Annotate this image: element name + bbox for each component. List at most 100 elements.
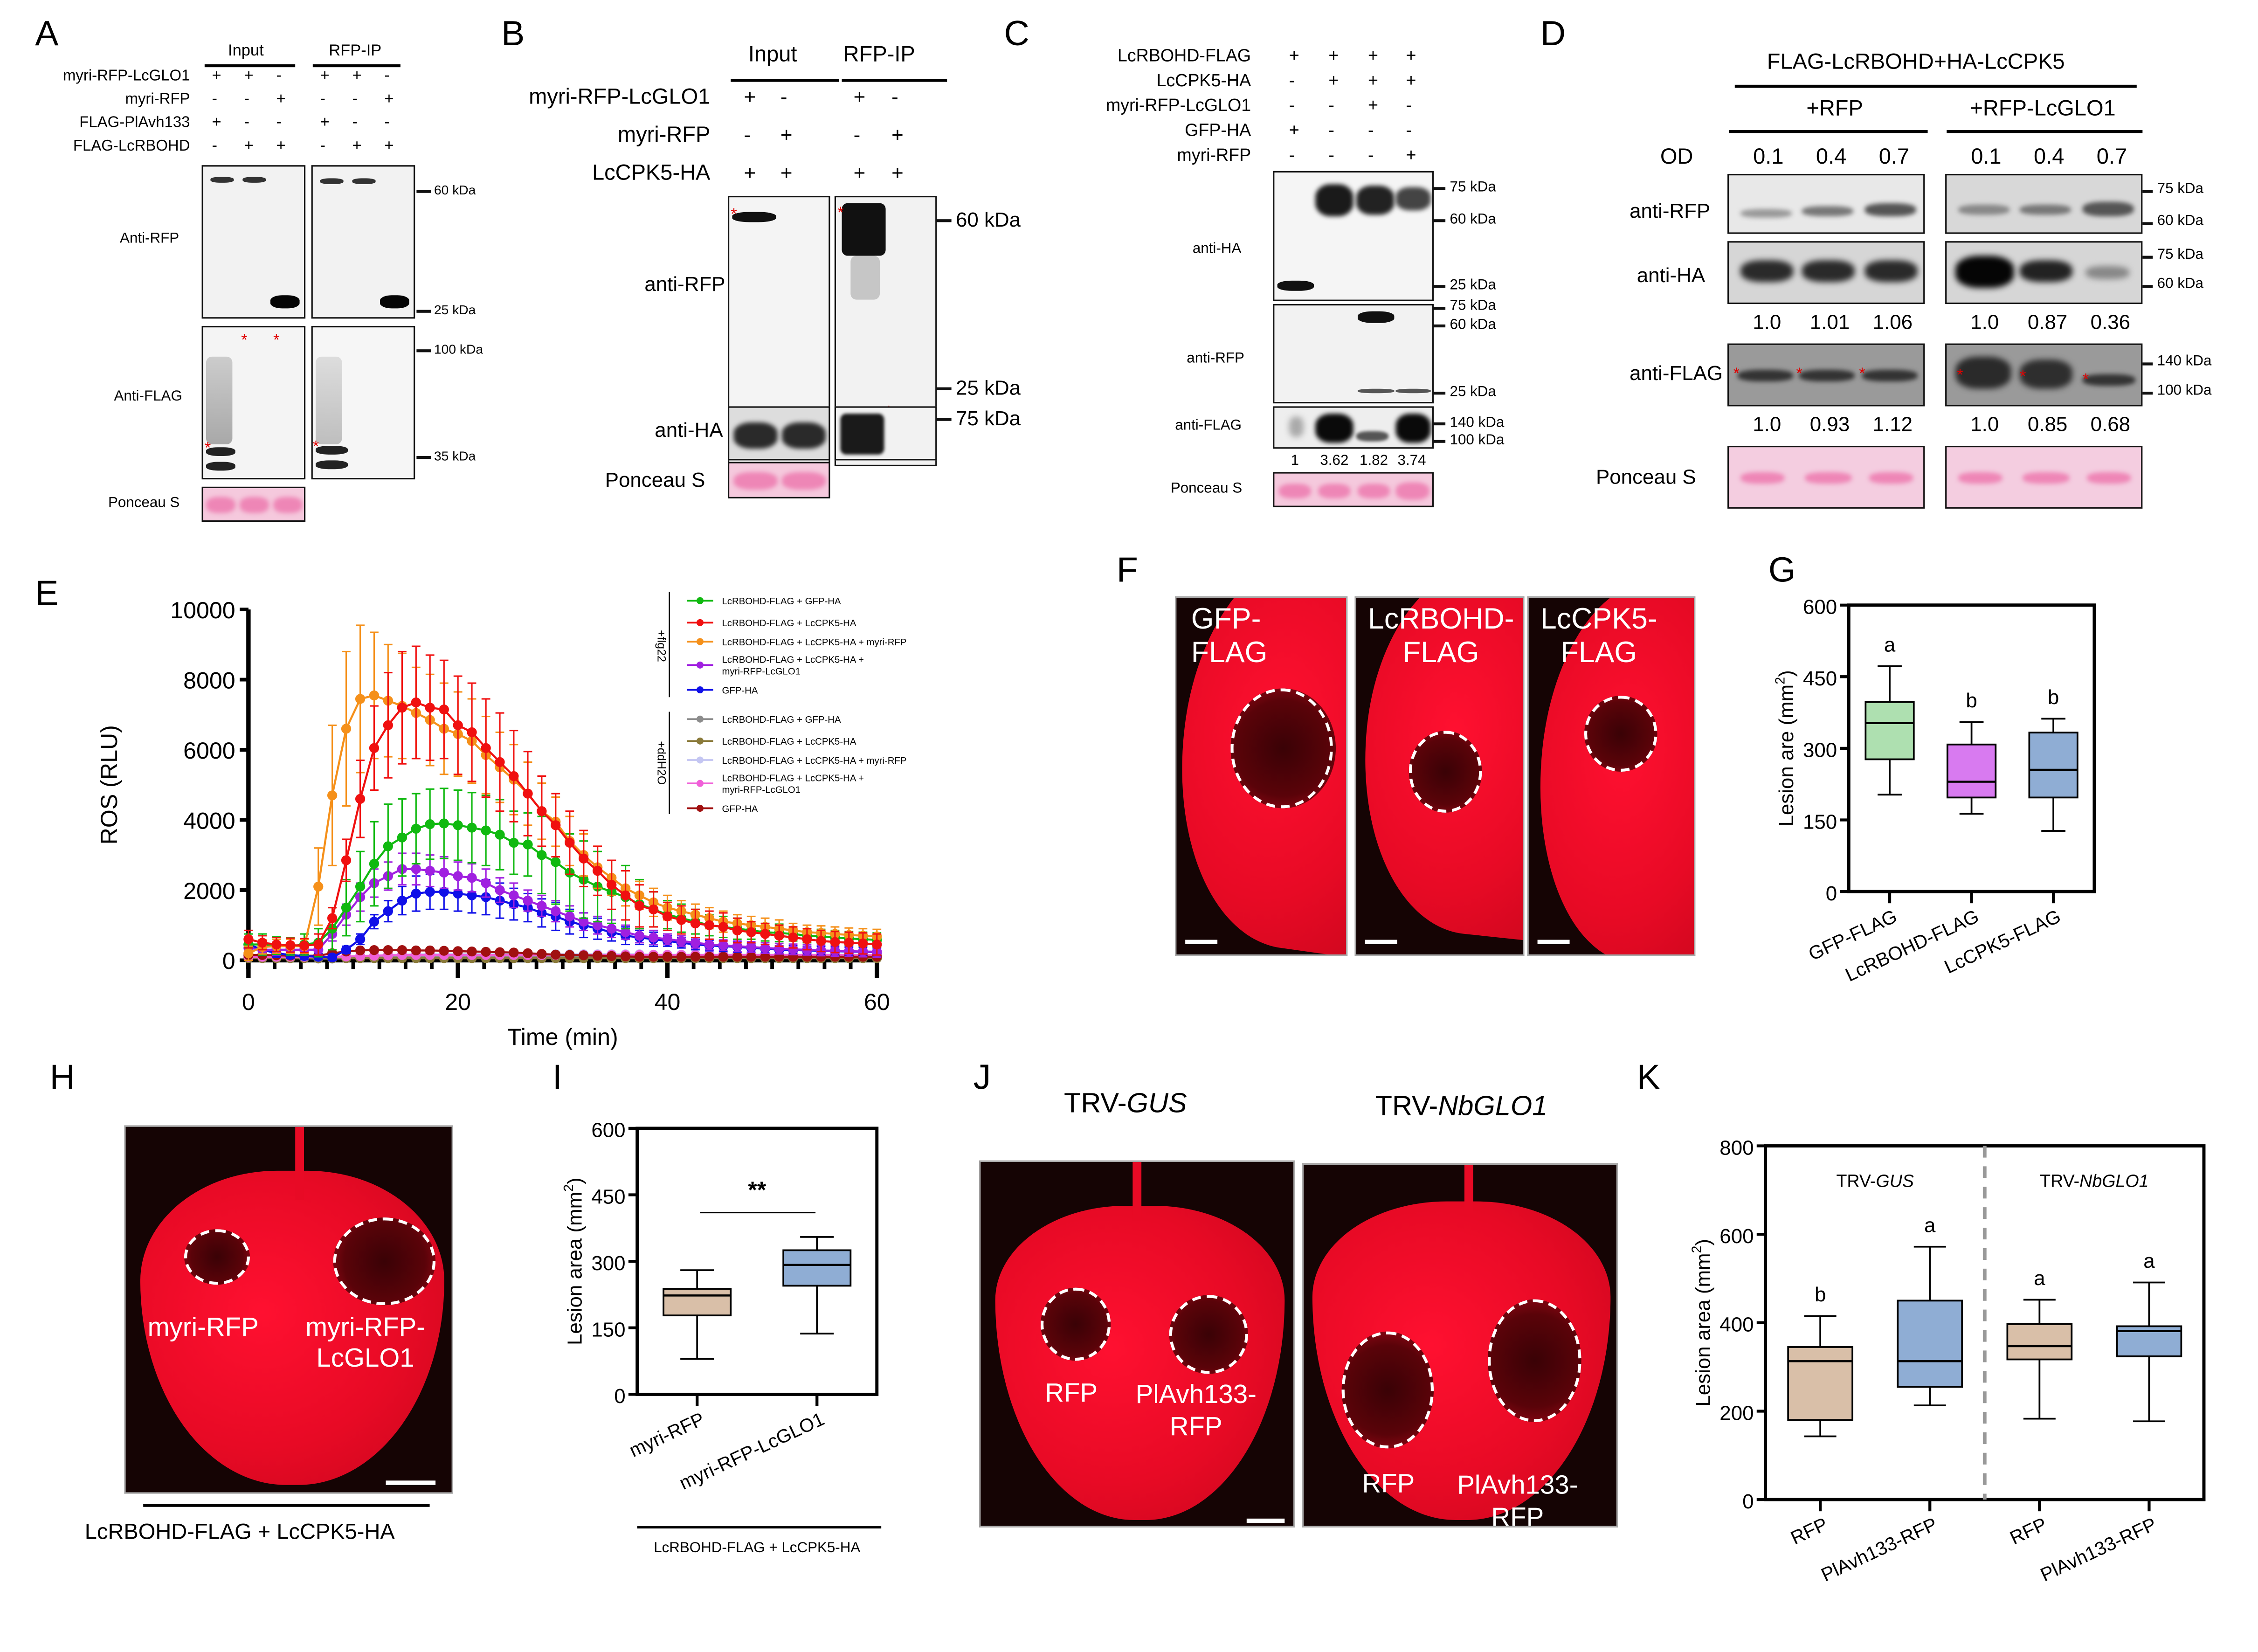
y-tick-label: 450 — [1803, 667, 1837, 690]
lane-sign: - — [1328, 145, 1334, 166]
quant-value: 0.87 — [2027, 310, 2068, 333]
box — [1897, 1299, 1963, 1388]
y-tick-label: 6000 — [183, 738, 235, 764]
x-tick-label: PlAvh133-RFP — [1818, 1513, 1940, 1585]
data-point — [243, 948, 254, 959]
legend-label: LcRBOHD-FLAG + LcCPK5-HA + myri-RFP — [722, 756, 906, 766]
quant-value: 1.0 — [1970, 310, 1999, 333]
data-point — [732, 952, 742, 962]
blot-d-rfp-left — [1727, 174, 1925, 234]
blot-d-ha-right — [1945, 241, 2143, 304]
marker-label: 25 kDa — [434, 302, 476, 318]
data-point — [551, 906, 561, 916]
x-tick-label: LcRBOHD-FLAG — [1842, 905, 1982, 986]
series-line — [248, 949, 877, 958]
blot-a-rfp-input — [201, 165, 306, 319]
data-point — [620, 927, 631, 937]
x-tick-label: 40 — [655, 989, 681, 1015]
box — [663, 1288, 732, 1317]
y-axis-label: Lesion are (mm2) — [1773, 670, 1798, 826]
data-point — [565, 950, 575, 960]
data-point — [355, 934, 366, 944]
panel-label-b: B — [501, 14, 525, 54]
legend-swatch-marker — [696, 804, 704, 812]
data-point — [481, 825, 491, 836]
significance-letter: a — [2143, 1250, 2155, 1272]
data-point — [341, 902, 352, 913]
data-point — [439, 946, 449, 956]
group-underline — [204, 64, 296, 67]
ponceau-c — [1273, 472, 1434, 507]
x-tick-label: RFP — [2007, 1513, 2050, 1548]
panel-d-title: FLAG-LcRBOHD+HA-LcCPK5 — [1767, 49, 2065, 75]
data-point — [592, 865, 603, 876]
data-point — [592, 920, 603, 930]
data-point — [383, 841, 393, 851]
legend-swatch-marker — [696, 619, 704, 626]
group-label-input: Input — [228, 42, 264, 60]
lane-sign: - — [1289, 70, 1295, 91]
x-tick-label: myri-RFP — [626, 1408, 708, 1461]
lane-sign: + — [1289, 120, 1299, 140]
data-point — [607, 924, 617, 934]
lane-sign: + — [780, 123, 793, 146]
row-label: FLAG-LcRBOHD — [73, 137, 190, 155]
data-point — [523, 895, 533, 906]
data-point — [662, 934, 673, 944]
data-point — [341, 855, 352, 865]
lane-sign: + — [853, 84, 866, 108]
group-label-rfp-ip: RFP-IP — [843, 42, 915, 68]
data-point — [579, 950, 589, 961]
data-point — [760, 952, 770, 962]
quant-value: 3.74 — [1397, 453, 1426, 470]
group-label: LcRBOHD-FLAG + LcCPK5-HA — [654, 1539, 860, 1555]
blot-label: Ponceau S — [1595, 464, 1696, 488]
lane-sign: + — [744, 84, 756, 108]
series-line — [248, 701, 877, 947]
chart-lesion-k: 0 200 400 600 800 b RFP a PlAvh133-RFP a RFP a PlAvh… — [1690, 1136, 2206, 1585]
row-label: myri-RFP — [617, 123, 711, 148]
legend-swatch-marker — [696, 638, 704, 645]
data-point — [732, 925, 742, 936]
legend-label: myri-RFP-LcGLO1 — [722, 667, 801, 677]
data-point — [327, 790, 338, 801]
group-underline — [842, 79, 947, 82]
row-label: myri-RFP — [1177, 145, 1251, 166]
row-label: FLAG-PlAvh133 — [79, 114, 190, 132]
data-point — [243, 934, 254, 944]
ponceau-d-right — [1945, 446, 2143, 509]
data-point — [648, 904, 659, 915]
lane-sign: + — [244, 137, 254, 155]
marker-label: 60 kDa — [434, 182, 476, 198]
y-axis-label: Lesion area (mm2) — [1690, 1239, 1715, 1407]
lane-sign: + — [384, 137, 394, 155]
row-label: GFP-HA — [1185, 120, 1251, 140]
data-point — [704, 952, 714, 962]
significance-letter: b — [2048, 686, 2059, 709]
legend-label: GFP-HA — [722, 804, 758, 814]
lane-sign: + — [244, 67, 254, 85]
od-value: 0.4 — [2033, 145, 2065, 170]
section-prefix: TRV- — [1836, 1171, 1876, 1190]
legend-label: LcRBOHD-FLAG + LcCPK5-HA + myri-RFP — [722, 637, 906, 648]
blot-label: anti-HA — [1637, 263, 1706, 287]
data-point — [397, 945, 407, 955]
marker-label: 100 kDa — [2157, 383, 2212, 399]
legend: LcRBOHD-FLAG + GFP-HA LcRBOHD-FLAG + LcCP… — [655, 592, 906, 814]
marker-label: 60 kDa — [1450, 212, 1496, 228]
data-point — [411, 823, 421, 834]
marker-label: 60 kDa — [956, 207, 1021, 231]
data-point — [872, 939, 882, 950]
lane-sign: + — [320, 114, 330, 132]
row-label: LcCPK5-HA — [1156, 70, 1251, 91]
title-underline — [1734, 84, 2137, 87]
marker-label: 35 kDa — [434, 449, 476, 463]
data-point — [537, 850, 547, 860]
marker-label: 75 kDa — [956, 406, 1021, 430]
panel-label-j: J — [973, 1058, 991, 1098]
spot-label: PlAvh133- RFP — [1135, 1380, 1257, 1441]
quant-value: 0.85 — [2027, 412, 2068, 436]
y-tick-label: 2000 — [183, 878, 235, 904]
legend-label: LcRBOHD-FLAG + LcCPK5-HA + — [722, 655, 863, 665]
ponceau-b — [728, 462, 830, 498]
